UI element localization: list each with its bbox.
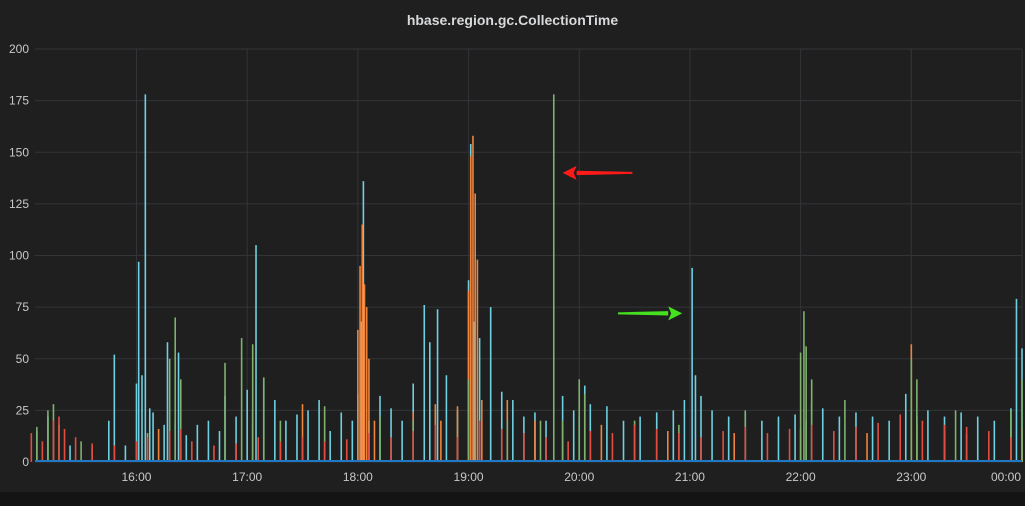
x-tick-label: 18:00 (343, 470, 373, 484)
series-red (30, 414, 1012, 462)
y-tick-label: 75 (16, 300, 30, 314)
y-tick-label: 200 (9, 42, 29, 56)
chart-svg: 0 25 50 75 100 125 150 175 200 16:00 17:00 18:00 19… (9, 42, 1023, 484)
series-group (30, 94, 1023, 462)
x-tick-label: 21:00 (675, 470, 705, 484)
series-blue (36, 94, 1023, 462)
y-axis-ticks: 0 25 50 75 100 125 150 175 200 (9, 42, 29, 469)
x-tick-label: 16:00 (121, 470, 151, 484)
series-green (36, 94, 1023, 462)
annotations (562, 165, 683, 321)
x-tick-label: 23:00 (896, 470, 926, 484)
y-tick-label: 0 (22, 455, 29, 469)
arrow-left-head (562, 165, 577, 180)
arrow-right-shaft (617, 311, 669, 316)
x-tick-label: 20:00 (564, 470, 594, 484)
y-tick-label: 125 (9, 197, 29, 211)
x-tick-label: 00:00 (991, 470, 1021, 484)
y-tick-label: 25 (16, 403, 30, 417)
x-tick-label: 19:00 (454, 470, 484, 484)
x-tick-label: 17:00 (232, 470, 262, 484)
grid-lines (35, 48, 1023, 463)
x-axis-ticks: 16:00 17:00 18:00 19:00 20:00 21:00 22:00 23:00… (121, 470, 1021, 484)
arrow-left-shaft (576, 170, 633, 176)
x-tick-label: 22:00 (786, 470, 816, 484)
y-tick-label: 150 (9, 145, 29, 159)
arrow-right-head (668, 306, 683, 321)
graph-panel: hbase.region.gc.CollectionTime 0 25 50 75 10… (0, 0, 1025, 492)
y-tick-label: 175 (9, 94, 29, 108)
panel-title[interactable]: hbase.region.gc.CollectionTime (406, 12, 619, 28)
y-tick-label: 100 (9, 249, 29, 263)
y-tick-label: 50 (16, 352, 30, 366)
